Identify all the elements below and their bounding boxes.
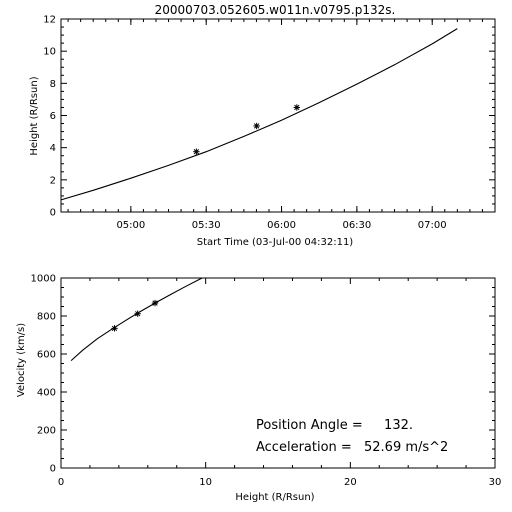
height-plot-y-ticks: 0 2 4 6 8 10 12 <box>43 15 495 219</box>
annotation-acceleration: Acceleration = 52.69 m/s^2 <box>256 440 448 455</box>
velocity-plot-x-ticks: 0 10 20 30 <box>58 278 502 488</box>
height-data-point <box>293 104 301 111</box>
y-tick-label: 12 <box>43 15 56 26</box>
height-data-point <box>193 148 200 155</box>
height-plot-x-label: Start Time (03-Jul-00 04:32:11) <box>197 237 354 248</box>
y-tick-label: 600 <box>37 350 56 361</box>
y-tick-label: 200 <box>37 426 56 437</box>
velocity-plot-x-label: Height (R/Rsun) <box>235 492 314 503</box>
y-tick-label: 4 <box>50 143 56 154</box>
y-tick-label: 2 <box>50 175 56 186</box>
velocity-height-fit-line <box>70 277 203 362</box>
velocity-plot-y-label: Velocity (km/s) <box>16 323 27 397</box>
velocity-data-point <box>134 310 141 317</box>
y-tick-label: 6 <box>50 111 56 122</box>
position-angle-label: Position Angle = <box>256 418 363 433</box>
height-plot-y-label: Height (R/Rsun) <box>29 76 40 155</box>
x-tick-label: 06:30 <box>342 220 371 231</box>
velocity-data-point <box>151 299 159 307</box>
x-tick-label: 10 <box>199 477 212 488</box>
x-tick-label: 30 <box>489 477 502 488</box>
velocity-height-data-points <box>111 299 159 332</box>
velocity-data-point <box>111 325 118 332</box>
y-tick-label: 400 <box>37 388 56 399</box>
x-tick-label: 0 <box>58 477 64 488</box>
height-plot-frame <box>60 18 496 213</box>
y-tick-label: 10 <box>43 47 56 58</box>
y-tick-label: 8 <box>50 79 56 90</box>
y-tick-label: 0 <box>50 208 56 219</box>
x-tick-label: 06:00 <box>267 220 296 231</box>
position-angle-value: 132. <box>384 418 413 433</box>
acceleration-value: 52.69 m/s^2 <box>364 440 448 455</box>
height-plot-x-ticks: 05:00 05:30 06:00 06:30 07:00 <box>67 19 496 231</box>
height-time-fit-line <box>60 28 458 201</box>
y-tick-label: 800 <box>37 312 56 323</box>
annotation-position-angle: Position Angle = 132. <box>256 418 413 433</box>
height-time-data-points <box>193 104 301 155</box>
x-tick-label: 07:00 <box>418 220 447 231</box>
x-tick-label: 05:30 <box>192 220 221 231</box>
chart-title: 20000703.052605.w011n.v0795.p132s. <box>155 3 396 17</box>
velocity-plot-y-ticks: 0 200 400 600 800 1000 <box>31 274 495 475</box>
x-tick-label: 05:00 <box>116 220 145 231</box>
acceleration-label: Acceleration = <box>256 440 352 455</box>
x-tick-label: 20 <box>344 477 357 488</box>
height-data-point <box>253 122 260 130</box>
y-tick-label: 1000 <box>31 274 56 285</box>
y-tick-label: 0 <box>50 464 56 475</box>
